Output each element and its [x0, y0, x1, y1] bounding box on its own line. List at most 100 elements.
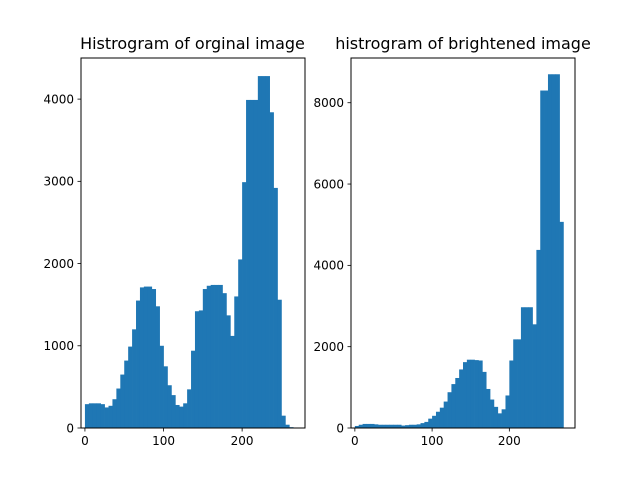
- right-histogram-bar: [497, 413, 502, 428]
- left-histogram-bar: [84, 404, 90, 428]
- right-y-tick-label: 2000: [313, 340, 344, 354]
- left-histogram-bar: [100, 404, 105, 428]
- left-x-axis-ticks: 0 100 200: [81, 428, 254, 448]
- left-histogram-bar: [128, 346, 133, 428]
- right-histogram-bar: [513, 339, 518, 428]
- right-histogram-bar: [435, 411, 441, 428]
- right-histogram-bar: [517, 339, 522, 428]
- left-histogram-bar: [222, 293, 227, 428]
- right-histogram-bar: [547, 74, 553, 428]
- left-histogram-bar: [183, 403, 188, 428]
- right-histogram-bar: [470, 359, 475, 428]
- right-histogram-bar: [370, 423, 375, 428]
- left-histogram-bar: [120, 374, 125, 428]
- right-x-tick-label: 200: [498, 434, 521, 448]
- left-histogram-bar: [194, 311, 200, 428]
- right-histogram-bar: [405, 425, 410, 428]
- right-histogram-bar: [397, 424, 402, 428]
- left-histogram-bar: [206, 285, 212, 428]
- right-histogram-bar: [412, 424, 417, 428]
- right-histogram-bar: [443, 401, 448, 428]
- left-histogram-bar: [171, 395, 176, 428]
- right-histogram-bar: [544, 90, 549, 428]
- left-histogram-bar: [265, 76, 270, 428]
- left-histogram-bar: [136, 300, 141, 428]
- right-histogram-bar: [540, 90, 545, 428]
- right-histogram-bar: [509, 360, 514, 428]
- right-y-axis-ticks: 0 2000 4000 6000 8000: [313, 96, 351, 435]
- left-y-tick-label: 3000: [43, 175, 74, 189]
- right-histogram-bar: [374, 424, 379, 428]
- left-histogram-bar: [92, 403, 98, 428]
- right-histogram-bar: [559, 221, 564, 428]
- left-histogram-bar: [112, 399, 117, 428]
- left-histogram-bar: [104, 407, 109, 428]
- right-histogram-bar: [354, 425, 360, 428]
- left-histogram-bar: [246, 99, 251, 429]
- left-histogram-bar: [198, 310, 204, 428]
- right-chart-title: histrogram of brightened image: [335, 34, 591, 53]
- right-y-tick-label: 6000: [313, 177, 344, 191]
- left-histogram-bar: [230, 335, 235, 428]
- left-histogram-bar: [187, 389, 192, 428]
- left-y-tick-label: 2000: [43, 257, 74, 271]
- right-x-tick-label: 100: [421, 434, 444, 448]
- left-histogram-bar: [151, 289, 157, 428]
- left-histogram-bar: [124, 360, 129, 428]
- left-histogram-bar: [257, 76, 263, 428]
- right-histogram-bar: [393, 424, 398, 428]
- left-histogram-bar: [269, 112, 274, 429]
- right-histogram-bar: [532, 324, 537, 428]
- left-y-tick-label: 0: [66, 421, 74, 435]
- left-histogram-bar: [202, 289, 208, 428]
- left-histogram-bar: [191, 350, 196, 428]
- right-histogram-bar: [362, 423, 367, 428]
- right-histogram-bar: [378, 424, 383, 428]
- right-histogram-bar: [490, 399, 495, 428]
- right-histogram-bar: [401, 425, 406, 428]
- left-histogram-bar: [253, 99, 259, 429]
- right-histogram-bar: [408, 424, 414, 428]
- left-histogram-bar: [210, 284, 215, 428]
- left-axes-frame: [80, 57, 306, 429]
- right-histogram-bar: [482, 371, 487, 428]
- left-histogram-bar: [281, 415, 286, 428]
- left-histogram-bar: [285, 424, 290, 428]
- right-histogram-bar: [520, 307, 526, 428]
- right-histogram-panel: histrogram of brightened image 0 100 200 0…: [313, 34, 590, 448]
- left-y-axis-ticks: 0 1000 2000 3000 4000: [43, 92, 81, 435]
- right-histogram-bar: [459, 369, 464, 428]
- left-histogram-bar: [167, 385, 172, 428]
- left-histogram-bar: [242, 182, 247, 428]
- right-histogram-bar: [551, 74, 557, 428]
- left-histogram-bar: [179, 406, 184, 428]
- right-histogram-bar: [439, 407, 445, 428]
- right-x-axis-ticks: 0 100 200: [351, 428, 521, 448]
- right-histogram-bar: [463, 362, 468, 428]
- left-histogram-bar: [218, 284, 223, 428]
- left-histogram-bar: [273, 187, 278, 428]
- left-histogram-bar: [163, 366, 168, 428]
- left-histogram-bar: [159, 345, 164, 428]
- right-histogram-bar: [420, 423, 425, 428]
- left-histogram-bar: [238, 259, 243, 428]
- right-x-tick-label: 0: [351, 434, 359, 448]
- right-y-tick-label: 8000: [313, 96, 344, 110]
- right-histogram-bar: [505, 395, 510, 428]
- right-histogram-bars: [354, 74, 564, 428]
- right-histogram-bar: [474, 360, 479, 428]
- left-chart-title: Histrogram of orginal image: [80, 34, 305, 53]
- left-histogram-bar: [214, 284, 219, 428]
- right-histogram-bar: [451, 384, 456, 428]
- right-histogram-bar: [366, 423, 371, 428]
- left-histogram-bar: [261, 76, 267, 428]
- left-histogram-bar: [88, 403, 94, 428]
- left-histogram-bar: [96, 403, 101, 428]
- left-y-tick-label: 4000: [43, 92, 74, 106]
- right-histogram-bar: [486, 388, 491, 428]
- left-x-tick-label: 100: [152, 434, 175, 448]
- right-histogram-bar: [389, 424, 394, 428]
- right-histogram-bar: [428, 418, 433, 428]
- right-histogram-bar: [528, 307, 533, 428]
